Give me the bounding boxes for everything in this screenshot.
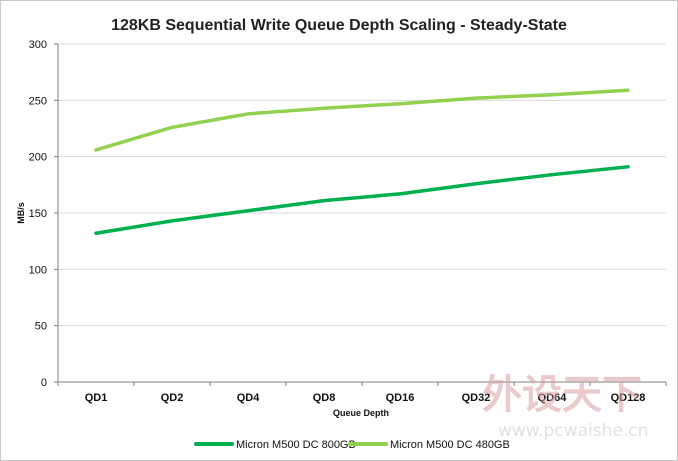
data-point-series-1 — [398, 102, 402, 106]
data-point-series-1 — [170, 125, 174, 129]
data-point-series-1 — [550, 93, 554, 97]
watermark-url: www.pcwaishe.cn — [498, 421, 648, 441]
data-point-series-0 — [94, 231, 98, 235]
data-point-series-0 — [398, 192, 402, 196]
y-tick-label: 150 — [29, 208, 47, 220]
x-tick-label: QD4 — [237, 392, 261, 404]
axes: 0 50 100 150 200 250 300 QD1 QD2 QD4 QD8 QD16 QD32 QD… — [29, 39, 667, 404]
data-point-series-1 — [626, 88, 630, 92]
data-point-series-0 — [550, 173, 554, 177]
series-line-0 — [94, 165, 630, 236]
y-axis-title: MB/s — [16, 202, 26, 224]
x-tick-label: QD2 — [161, 392, 184, 404]
data-point-series-1 — [474, 96, 478, 100]
data-point-series-0 — [626, 165, 630, 169]
data-point-series-0 — [246, 209, 250, 213]
legend: Micron M500 DC 800GB Micron M500 DC 480G… — [194, 439, 510, 451]
y-tick-label: 0 — [41, 377, 47, 389]
data-point-series-0 — [170, 219, 174, 223]
x-tick-label: QD64 — [538, 392, 568, 404]
data-point-series-0 — [322, 199, 326, 203]
data-point-series-1 — [94, 148, 98, 152]
x-tick-label: QD32 — [462, 392, 491, 404]
data-point-series-1 — [246, 112, 250, 116]
y-tick-label: 50 — [35, 321, 47, 333]
watermark-logo-text: 外设天下 — [482, 372, 642, 418]
x-tick-label: QD128 — [611, 392, 646, 404]
chart-title: 128KB Sequential Write Queue Depth Scali… — [111, 17, 567, 34]
y-tick-label: 100 — [29, 264, 47, 276]
gridlines — [58, 43, 666, 327]
data-point-series-1 — [322, 106, 326, 110]
x-tick-label: QD1 — [85, 392, 108, 404]
legend-label-480gb: Micron M500 DC 480GB — [390, 439, 510, 451]
x-axis-title: Queue Depth — [333, 408, 389, 418]
data-point-series-0 — [474, 182, 478, 186]
y-tick-label: 250 — [29, 95, 47, 107]
watermark-logo: 外设天下 www.pcwaishe.cn — [482, 372, 648, 441]
y-tick-label: 300 — [29, 39, 47, 51]
y-tick-label: 200 — [29, 152, 47, 164]
series-lines — [94, 88, 630, 236]
series-line-1 — [94, 88, 630, 152]
x-tick-label: QD8 — [313, 392, 336, 404]
legend-label-800gb: Micron M500 DC 800GB — [236, 439, 356, 451]
x-tick-label: QD16 — [386, 392, 415, 404]
